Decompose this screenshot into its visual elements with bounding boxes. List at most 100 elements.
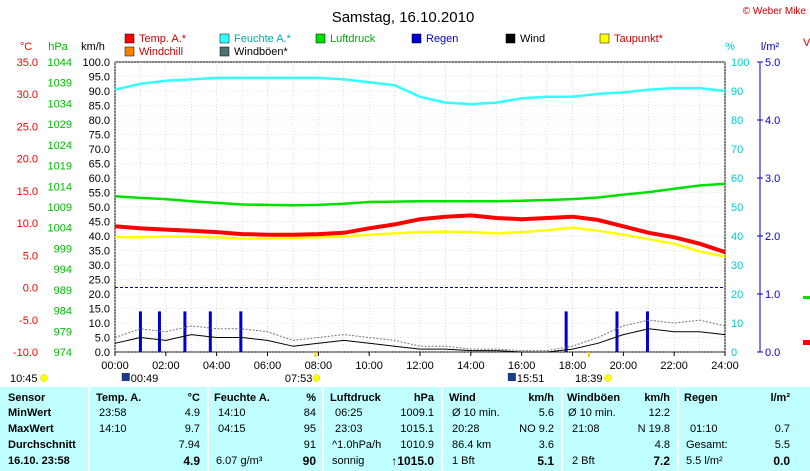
stats-press-head: Luftdruck bbox=[330, 392, 381, 404]
tick-label-x: 20:00 bbox=[610, 360, 638, 372]
stats-separator bbox=[561, 387, 563, 471]
tick-label-x: 16:00 bbox=[508, 360, 536, 372]
stats-separator bbox=[322, 387, 324, 471]
legend-label: Luftdruck bbox=[330, 33, 376, 45]
tick-label-wind: 50.0 bbox=[89, 202, 110, 214]
stats-rain-total: 5.5 bbox=[774, 439, 790, 451]
rain-bar bbox=[157, 311, 161, 352]
stats-separator bbox=[677, 387, 679, 471]
tick-label-x: 10:00 bbox=[355, 360, 383, 372]
stats-wind-r2-value: NO 9.2 bbox=[519, 423, 554, 435]
axis-label-temp: °C bbox=[20, 41, 32, 53]
axis-label-pressure: hPa bbox=[48, 41, 68, 53]
legend-label: Windchill bbox=[139, 46, 183, 58]
chart-title: Samstag, 16.10.2010 bbox=[332, 9, 475, 26]
moonset-icon bbox=[507, 373, 516, 381]
moonrise-icon bbox=[121, 373, 130, 381]
stats-gust-head: Windböen bbox=[567, 392, 621, 404]
legend-swatch bbox=[505, 33, 516, 44]
sunset-label: 18:39 bbox=[575, 373, 603, 385]
tick-label-x: 08:00 bbox=[305, 360, 333, 372]
tick-label-wind: 30.0 bbox=[89, 260, 110, 272]
tick-label-pressure: 1029 bbox=[48, 119, 72, 131]
tick-label-wind: 75.0 bbox=[89, 130, 110, 142]
stats-gust-r2: 21:08 bbox=[572, 423, 600, 435]
tick-label-humidity: 70 bbox=[731, 144, 743, 156]
stats-hum-min: 84 bbox=[303, 407, 316, 419]
sunset-icon bbox=[604, 374, 612, 382]
stats-gust-r2-value: N 19.8 bbox=[637, 423, 670, 435]
tick-label-temp: 20.0 bbox=[17, 154, 38, 166]
stats-temp-max-time: 14:10 bbox=[99, 423, 127, 435]
axis-label-rain: l/m² bbox=[761, 41, 780, 53]
tick-label-humidity: 10 bbox=[731, 318, 743, 330]
tick-label-x: 24:00 bbox=[711, 360, 739, 372]
legend-swatch bbox=[219, 33, 230, 44]
stats-rain-unit: l/m² bbox=[770, 392, 790, 404]
stats-hum-absolute: 6.07 g/m³ bbox=[216, 455, 263, 467]
rain-bar bbox=[239, 311, 243, 352]
tick-label-temp: 10.0 bbox=[17, 218, 38, 230]
stats-rain-sum: 5.5 l/m² bbox=[686, 455, 723, 467]
tick-label-pressure: 1024 bbox=[48, 140, 72, 152]
tick-label-temp: 15.0 bbox=[17, 186, 38, 198]
axis-label-humidity: % bbox=[725, 41, 735, 53]
stats-row-min: MinWert bbox=[8, 407, 52, 419]
statistics-table: Sensor MinWert MaxWert Durchschnitt 16.1… bbox=[0, 387, 810, 471]
stats-hum-unit: % bbox=[306, 392, 316, 404]
legend-label: Feuchte A.* bbox=[234, 33, 292, 45]
sunrise-icon bbox=[312, 374, 321, 382]
tick-label-humidity: 50 bbox=[731, 202, 743, 214]
legend-label: Windböen* bbox=[234, 46, 289, 58]
stats-press-trend: ^1.0hPa/h bbox=[332, 439, 382, 451]
stats-press-min-time: 06:25 bbox=[335, 407, 363, 419]
tick-label-rain: 2.0 bbox=[765, 231, 780, 243]
tick-label-pressure: 994 bbox=[54, 264, 72, 276]
stats-hum-max: 95 bbox=[303, 423, 316, 435]
tick-label-wind: 85.0 bbox=[89, 101, 110, 113]
tick-label-humidity: 0 bbox=[731, 347, 737, 359]
tick-label-humidity: 30 bbox=[731, 260, 743, 272]
stats-gust-r1-value: 12.2 bbox=[648, 407, 670, 419]
rain-bar bbox=[138, 311, 142, 352]
legend-swatch bbox=[124, 33, 135, 44]
tick-label-wind: 60.0 bbox=[89, 173, 110, 185]
tick-label-wind: 55.0 bbox=[89, 188, 110, 200]
axis-label-wind: km/h bbox=[81, 41, 105, 53]
tick-label-wind: 40.0 bbox=[89, 231, 110, 243]
legend-label: Regen bbox=[426, 33, 458, 45]
tick-label-pressure: 1014 bbox=[48, 181, 72, 193]
stats-rain-head: Regen bbox=[684, 392, 718, 404]
tick-label-pressure: 1034 bbox=[48, 98, 72, 110]
tick-label-wind: 5.0 bbox=[95, 333, 110, 345]
stats-hum-min-time: 14:10 bbox=[218, 407, 246, 419]
tick-label-pressure: 1004 bbox=[48, 223, 72, 235]
rain-bar bbox=[183, 311, 187, 352]
rain-bar bbox=[208, 311, 212, 352]
stats-press-current: ↑1015.0 bbox=[391, 454, 434, 468]
tick-label-wind: 0.0 bbox=[95, 347, 110, 359]
tick-label-x: 12:00 bbox=[406, 360, 434, 372]
tick-label-rain: 5.0 bbox=[765, 57, 780, 69]
stats-hum-current: 90 bbox=[302, 454, 316, 468]
tick-label-pressure: 989 bbox=[54, 285, 72, 297]
tick-label-temp: -10.0 bbox=[13, 347, 38, 359]
tick-label-wind: 70.0 bbox=[89, 144, 110, 156]
stats-hum-avg: 91 bbox=[303, 439, 316, 451]
tick-label-pressure: 979 bbox=[54, 326, 72, 338]
stats-row-avg: Durchschnitt bbox=[8, 439, 76, 451]
stats-rain-total-label: Gesamt: bbox=[686, 439, 728, 451]
stats-wind-beaufort: 1 Bft bbox=[452, 455, 475, 467]
stats-wind-r3: 86.4 km bbox=[452, 439, 492, 451]
stats-wind-head: Wind bbox=[449, 392, 476, 404]
tick-label-humidity: 60 bbox=[731, 173, 743, 185]
tick-label-wind: 10.0 bbox=[89, 318, 110, 330]
right-edge-swatch-red bbox=[803, 340, 810, 345]
stats-temp-avg: 7.94 bbox=[178, 439, 200, 451]
stats-wind-r1-value: 5.6 bbox=[538, 407, 554, 419]
stats-gust-beaufort: 2 Bft bbox=[572, 455, 595, 467]
stats-temp-min-time: 23:58 bbox=[99, 407, 127, 419]
tick-label-rain: 0.0 bbox=[765, 347, 780, 359]
stats-separator bbox=[441, 387, 443, 471]
stats-gust-unit: km/h bbox=[644, 392, 670, 404]
